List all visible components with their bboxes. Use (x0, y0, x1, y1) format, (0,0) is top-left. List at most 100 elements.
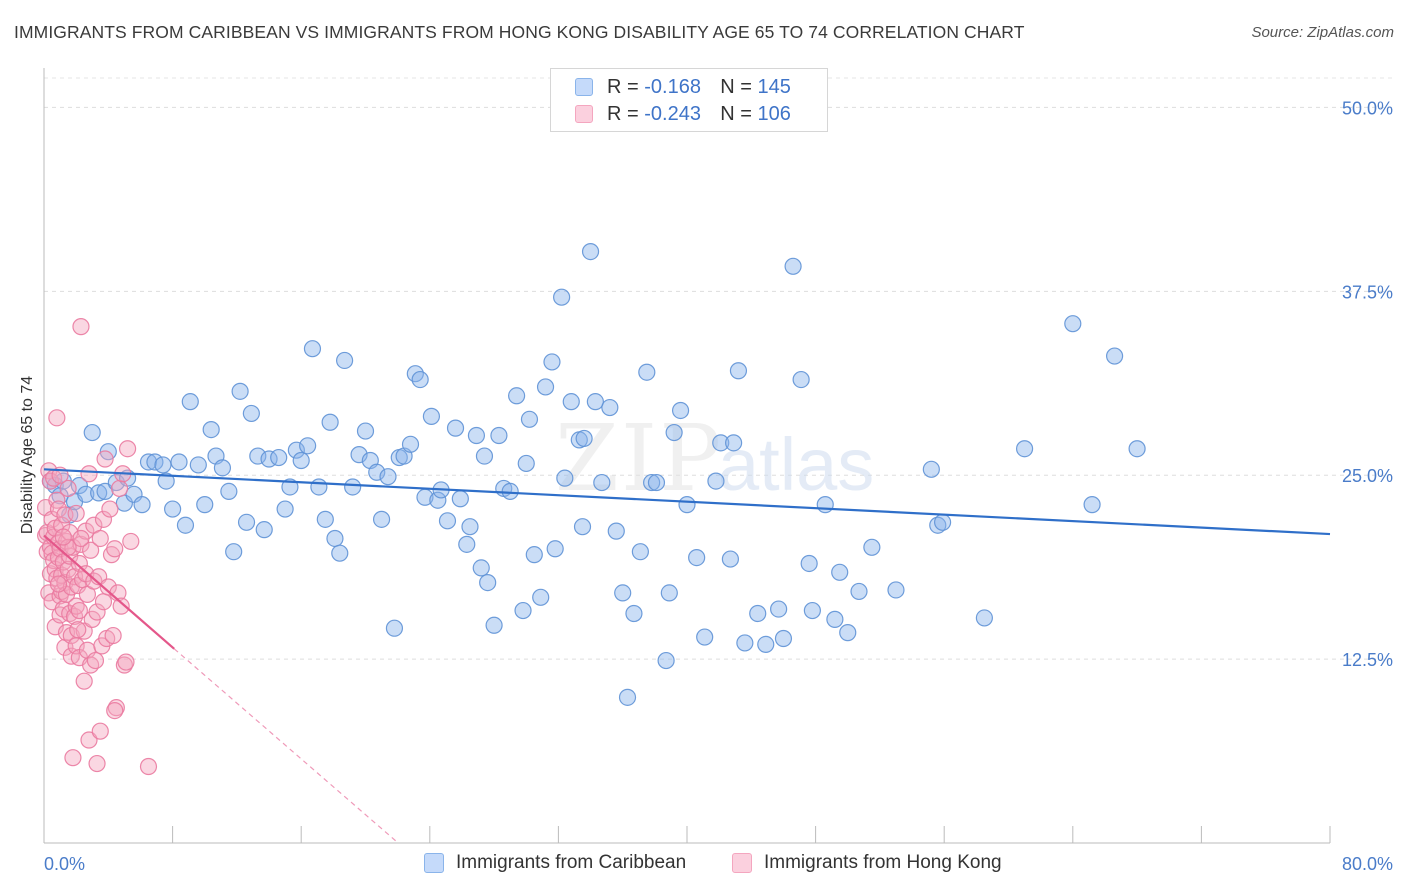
caribbean-point (792, 370, 810, 389)
caribbean-point (196, 496, 214, 514)
caribbean-point (1015, 440, 1034, 458)
caribbean-point (422, 407, 441, 425)
caribbean-point (255, 521, 273, 539)
watermark-zip: ZIP (555, 405, 723, 512)
caribbean-point (321, 413, 339, 431)
caribbean-point (774, 629, 793, 648)
hongkong-point (67, 504, 85, 523)
caribbean-point (721, 550, 740, 568)
caribbean-point (514, 601, 532, 620)
caribbean-point (202, 421, 220, 439)
caribbean-point (326, 529, 344, 548)
caribbean-point (458, 535, 476, 553)
caribbean-point (671, 401, 690, 420)
caribbean-point (678, 496, 696, 514)
caribbean-point (638, 363, 656, 381)
x-tick-label-min: 0.0% (44, 854, 85, 874)
caribbean-point (472, 559, 490, 577)
hongkong-point (107, 699, 125, 717)
legend: R = -0.168 N = 145 R = -0.243 N = 106 (550, 68, 828, 132)
caribbean-point (220, 482, 238, 500)
caribbean-point (501, 482, 519, 500)
caribbean-point (170, 453, 188, 471)
caribbean-point (887, 581, 905, 599)
caribbean-point (643, 473, 661, 492)
hongkong-point (75, 672, 93, 690)
hongkong-point (106, 540, 124, 558)
hongkong-point (91, 722, 109, 740)
caribbean-point (368, 463, 386, 481)
caribbean-point (461, 518, 479, 536)
grid-lines (44, 77, 1392, 660)
caribbean-point (784, 257, 802, 275)
caribbean-point (543, 353, 561, 371)
hongkong-point (122, 532, 140, 551)
caribbean-point (90, 484, 108, 502)
caribbean-point (310, 478, 328, 496)
caribbean-point (707, 472, 725, 490)
bottom-legend-label-caribbean: Immigrants from Caribbean (456, 852, 687, 873)
caribbean-point (573, 518, 592, 536)
tick-labels: 12.5% 25.0% 37.5% 50.0% 0.0% 80.0% (44, 98, 1393, 874)
caribbean-point (225, 543, 243, 561)
caribbean-point (562, 393, 580, 411)
caribbean-point (803, 601, 821, 620)
bottom-legend-caribbean: Immigrants from Caribbean (424, 852, 686, 874)
caribbean-point (520, 410, 539, 428)
caribbean-point (831, 563, 849, 581)
bottom-legend-swatch-caribbean (424, 853, 444, 873)
legend-r-label: R = (607, 102, 639, 125)
caribbean-point (1064, 315, 1082, 333)
caribbean-point (176, 516, 195, 534)
caribbean-point (475, 447, 494, 465)
trend-line-caribbean (43, 468, 1331, 536)
caribbean-point (660, 584, 678, 602)
hongkong-point (106, 701, 124, 720)
hongkong-point (49, 575, 68, 593)
legend-n-value-caribbean: 145 (757, 75, 791, 98)
axes (43, 68, 1331, 844)
legend-swatch-caribbean (575, 78, 593, 96)
caribbean-point (249, 447, 267, 465)
caribbean-point (331, 544, 349, 562)
caribbean-point (508, 387, 526, 405)
caribbean-point (850, 582, 868, 601)
hongkong-point (62, 626, 80, 645)
caribbean-point (975, 609, 993, 627)
caribbean-point (479, 574, 497, 592)
hongkong-point (104, 626, 122, 645)
caribbean-point (316, 510, 334, 528)
caribbean-point (601, 398, 619, 417)
caribbean-point (532, 588, 550, 606)
caribbean-point (157, 472, 175, 490)
caribbean-point (83, 423, 101, 442)
caribbean-point (839, 624, 857, 642)
hongkong-point (57, 624, 76, 642)
chart-title: IMMIGRANTS FROM CARIBBEAN VS IMMIGRANTS … (14, 22, 1025, 42)
hongkong-point (48, 491, 66, 509)
caribbean-point (593, 473, 611, 492)
legend-n-value-hongkong: 106 (757, 102, 791, 125)
caribbean-point (401, 435, 420, 453)
caribbean-point (725, 434, 743, 452)
caribbean-point (800, 554, 818, 573)
caribbean-point (292, 451, 310, 470)
legend-r-value-hongkong: -0.243 (644, 102, 701, 125)
caribbean-point (438, 512, 457, 530)
caribbean-point (485, 616, 503, 634)
hongkong-point (139, 757, 158, 776)
caribbean-point (556, 469, 574, 487)
series-hongkong-points (37, 318, 158, 776)
hongkong-point (112, 597, 130, 615)
caribbean-point (736, 634, 754, 652)
caribbean-point (575, 429, 593, 448)
caribbean-point (625, 604, 643, 623)
hongkong-point (80, 465, 98, 483)
caribbean-point (451, 490, 469, 508)
hongkong-point (91, 529, 109, 548)
caribbean-point (490, 426, 508, 445)
caribbean-point (729, 362, 748, 380)
series-caribbean-points (41, 242, 1146, 706)
hongkong-point (118, 440, 137, 458)
hongkong-point (82, 541, 100, 559)
